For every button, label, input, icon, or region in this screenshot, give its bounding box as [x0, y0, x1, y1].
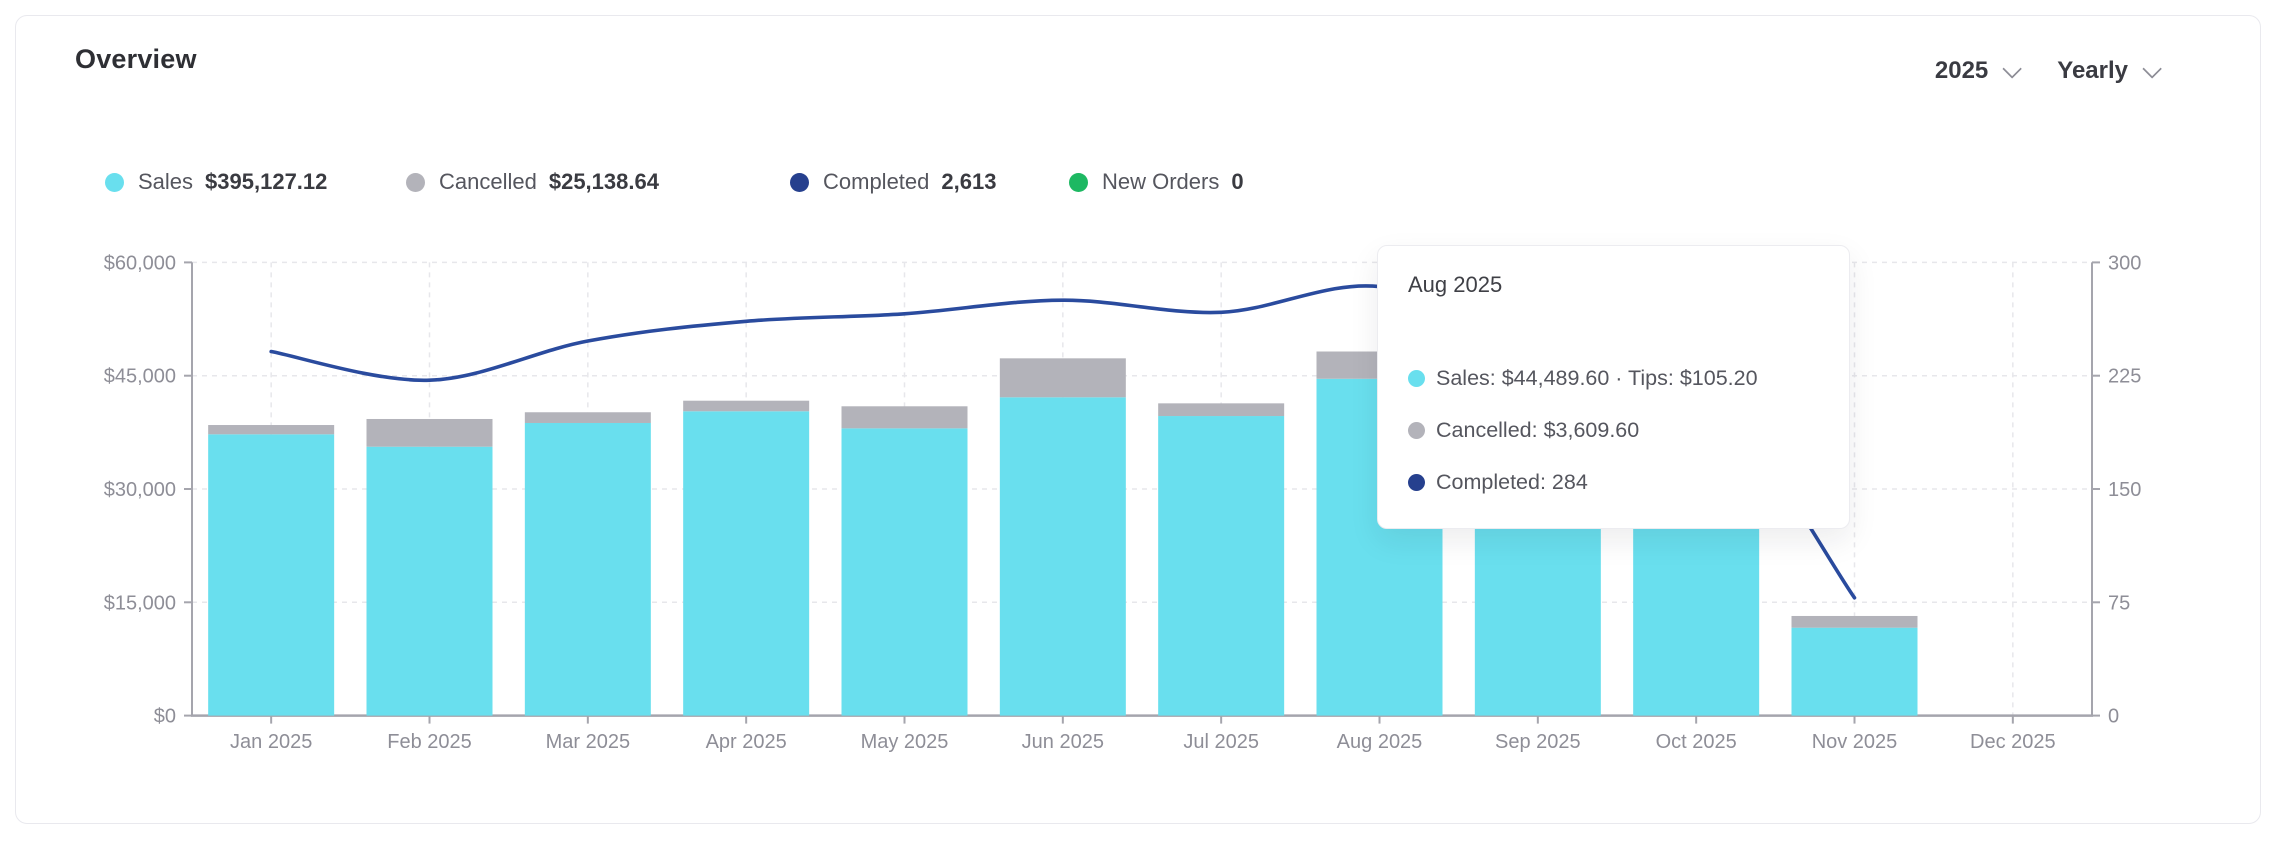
- left-axis-label: $45,000: [104, 366, 176, 388]
- range-dropdown-label: Yearly: [2057, 57, 2128, 84]
- page-title: Overview: [75, 44, 197, 74]
- x-axis-label: Jul 2025: [1183, 731, 1259, 753]
- bar-cancelled[interactable]: [999, 358, 1126, 398]
- x-axis-label: May 2025: [861, 731, 949, 753]
- cancelled-dot-icon: [406, 172, 425, 192]
- bar-cancelled[interactable]: [208, 425, 335, 435]
- x-axis-label: Apr 2025: [706, 731, 787, 753]
- left-axis-label: $60,000: [104, 252, 176, 274]
- legend-value: $395,127.12: [205, 169, 328, 194]
- right-axis-label: 150: [2108, 479, 2141, 501]
- bar-sales[interactable]: [683, 411, 810, 716]
- year-dropdown-label: 2025: [1934, 57, 1989, 84]
- x-axis-label: Mar 2025: [546, 731, 631, 753]
- legend-value: $25,138.64: [548, 169, 659, 194]
- chart-controls: 2025 Yearly: [1934, 57, 2163, 85]
- tooltip-row-completed: Completed: 284: [1408, 456, 1819, 508]
- legend-label: Completed: [823, 169, 930, 194]
- legend-item-completed[interactable]: Completed 2,613: [790, 169, 996, 195]
- range-dropdown[interactable]: Yearly: [2057, 57, 2163, 85]
- x-axis-label: Nov 2025: [1812, 731, 1898, 753]
- sales-dot-icon: [105, 172, 124, 192]
- left-axis-label: $30,000: [104, 479, 176, 501]
- completed-dot-icon: [1408, 473, 1425, 491]
- x-axis-label: Aug 2025: [1337, 731, 1423, 753]
- sales-dot-icon: [1408, 369, 1425, 387]
- tooltip-rows: Sales: $44,489.60 · Tips: $105.20 Cancell…: [1408, 352, 1819, 508]
- x-axis-label: Jan 2025: [230, 731, 312, 753]
- tooltip-title: Aug 2025: [1408, 272, 1503, 297]
- year-dropdown[interactable]: 2025: [1934, 57, 2023, 85]
- tooltip-row-text: Completed: 284: [1436, 469, 1588, 494]
- bar-sales[interactable]: [524, 422, 651, 716]
- bar-sales[interactable]: [208, 434, 335, 716]
- bar-sales[interactable]: [366, 446, 493, 716]
- legend-value: 2,613: [941, 169, 997, 194]
- right-axis-label: 0: [2108, 706, 2119, 728]
- tooltip-row-text: Cancelled: $3,609.60: [1436, 417, 1640, 442]
- tooltip-row-cancelled: Cancelled: $3,609.60: [1408, 404, 1819, 456]
- bar-sales[interactable]: [1158, 416, 1285, 716]
- bar-sales[interactable]: [1791, 627, 1918, 716]
- legend-item-cancelled[interactable]: Cancelled $25,138.64: [406, 169, 659, 195]
- bar-cancelled[interactable]: [1158, 403, 1285, 417]
- bar-cancelled[interactable]: [1791, 615, 1918, 628]
- legend-label: Cancelled: [439, 169, 537, 194]
- cancelled-dot-icon: [1408, 421, 1425, 439]
- x-axis-label: Feb 2025: [387, 731, 472, 753]
- right-axis-label: 225: [2108, 366, 2141, 388]
- chart-legend: Sales $395,127.12 Cancelled $25,138.64 Compl…: [0, 169, 2296, 195]
- tooltip-row-text: Sales: $44,489.60 · Tips: $105.20: [1436, 365, 1758, 390]
- x-axis-label: Dec 2025: [1970, 731, 2056, 753]
- left-axis-label: $0: [154, 706, 176, 728]
- bar-cancelled[interactable]: [683, 400, 810, 412]
- x-axis-label: Sep 2025: [1495, 731, 1581, 753]
- x-axis-label: Oct 2025: [1656, 731, 1737, 753]
- legend-label: New Orders: [1102, 169, 1220, 194]
- bar-cancelled[interactable]: [366, 418, 493, 447]
- bar-cancelled[interactable]: [841, 406, 968, 429]
- legend-item-new-orders[interactable]: New Orders 0: [1069, 169, 1244, 195]
- bar-cancelled[interactable]: [524, 412, 651, 423]
- x-axis-label: Jun 2025: [1022, 731, 1104, 753]
- completed-dot-icon: [790, 172, 809, 192]
- bar-sales[interactable]: [841, 428, 968, 716]
- chart-tooltip: Aug 2025 Sales: $44,489.60 · Tips: $105.…: [1377, 245, 1850, 529]
- legend-item-sales[interactable]: Sales $395,127.12: [105, 169, 327, 195]
- right-axis-label: 300: [2108, 252, 2141, 274]
- legend-value: 0: [1231, 169, 1244, 194]
- legend-label: Sales: [138, 169, 194, 194]
- tooltip-row-sales: Sales: $44,489.60 · Tips: $105.20: [1408, 352, 1819, 404]
- left-axis-label: $15,000: [104, 592, 176, 614]
- bar-sales[interactable]: [999, 397, 1126, 716]
- right-axis-label: 75: [2108, 592, 2130, 614]
- new-orders-dot-icon: [1069, 172, 1088, 192]
